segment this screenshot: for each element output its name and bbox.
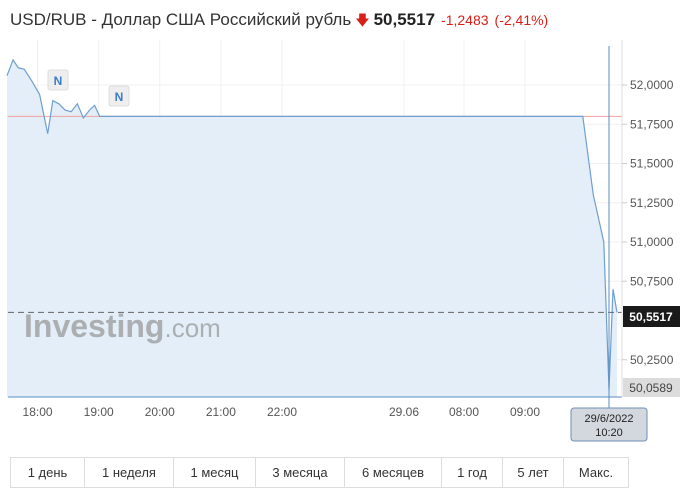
svg-text:N: N (54, 74, 63, 88)
x-tick-label: 08:00 (449, 405, 479, 419)
range-tab[interactable]: 5 лет (503, 458, 564, 487)
y-tick-label: 51,0000 (630, 235, 674, 249)
current-price-label: 50,5517 (623, 306, 680, 327)
instrument-title: USD/RUB - Доллар США Российский рубль (10, 10, 352, 29)
news-marker[interactable]: N (47, 69, 69, 91)
x-tick-label: 22:00 (267, 405, 297, 419)
price-change-percent: (-2,41%) (494, 12, 549, 28)
range-tab[interactable]: Макс. (578, 465, 614, 480)
x-tick-label: 20:00 (145, 405, 175, 419)
low-price-label: 50,0589 (623, 378, 680, 397)
y-tick-label: 50,7500 (630, 274, 674, 288)
crosshair-time: 10:20 (595, 427, 623, 439)
x-tick-label: 18:00 (23, 405, 53, 419)
range-tab[interactable]: 6 месяцев (345, 458, 442, 487)
range-tab[interactable]: 1 месяц (174, 458, 256, 487)
x-tick-label: 09:00 (510, 405, 540, 419)
x-tick-label: 19:00 (84, 405, 114, 419)
watermark-logo: Investing.com (24, 308, 221, 344)
range-tab[interactable]: 1 неделя (85, 458, 174, 487)
svg-text:50,0589: 50,0589 (629, 381, 673, 395)
y-tick-label: 51,2500 (630, 196, 674, 210)
range-tab[interactable]: 1 день (11, 458, 85, 487)
x-tick-label: 29.06 (389, 405, 419, 419)
range-tab[interactable]: 1 год (442, 458, 503, 487)
y-tick-label: 50,2500 (630, 353, 674, 367)
chart-header: USD/RUB - Доллар США Российский рубль 🡇 50… (10, 10, 548, 34)
current-price: 50,5517 (373, 10, 436, 29)
crosshair-date-label: 29/6/2022 10:20 (570, 407, 648, 442)
range-tabs: 1 день 1 неделя 1 месяц 3 месяца 6 месяцев 1 … (10, 457, 629, 488)
news-marker[interactable]: N (108, 85, 130, 107)
crosshair-date: 29/6/2022 (585, 413, 634, 425)
price-line (6, 58, 618, 390)
y-tick-label: 52,0000 (630, 78, 674, 92)
price-change: -1,2483 (441, 12, 489, 28)
arrow-down-icon: 🡇 (355, 12, 370, 28)
svg-text:N: N (115, 90, 124, 104)
x-tick-label: 21:00 (206, 405, 236, 419)
price-chart[interactable]: Investing.com 52,0000 51,7500 51,5000 51,25… (0, 0, 689, 455)
y-tick-label: 51,7500 (630, 117, 674, 131)
range-tab[interactable]: 3 месяца (256, 458, 345, 487)
y-tick-label: 51,5000 (630, 157, 674, 171)
svg-text:50,5517: 50,5517 (629, 310, 673, 324)
